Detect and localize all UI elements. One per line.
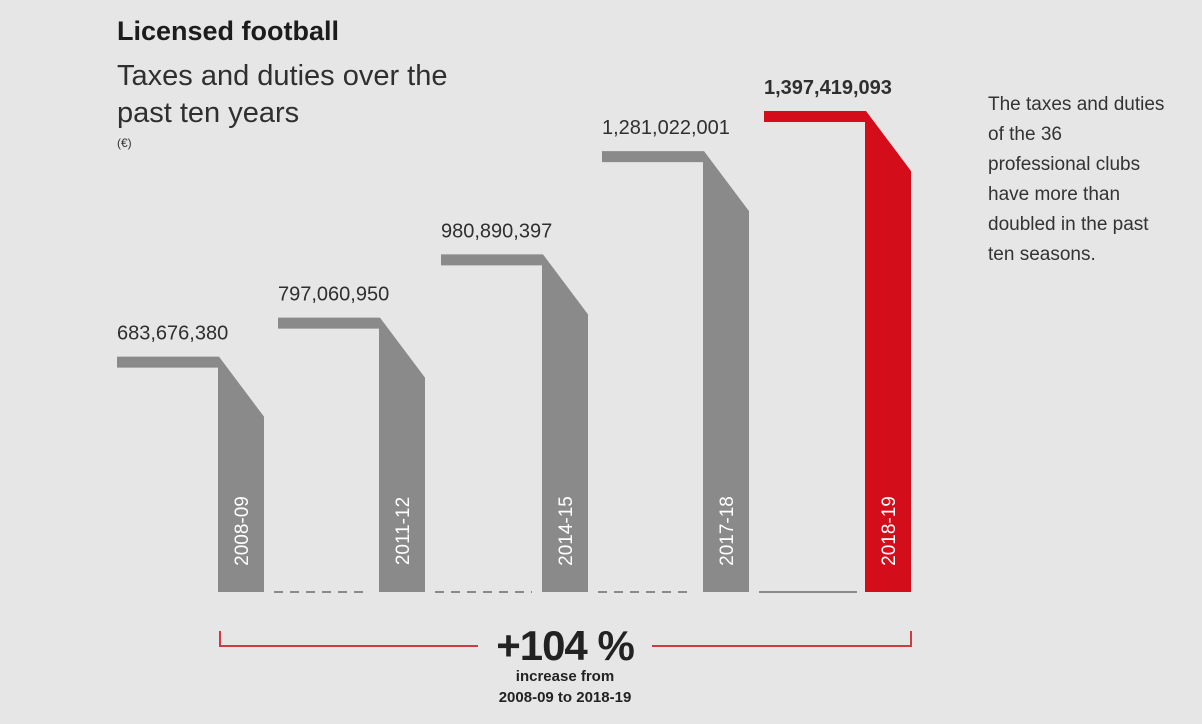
bar-2017-18 — [602, 151, 749, 592]
bar-2008-09 — [117, 356, 264, 592]
value-label-2011-12: 797,060,950 — [278, 284, 389, 306]
increase-caption: increase from 2008-09 to 2018-19 — [440, 666, 690, 708]
value-label-2018-19: 1,397,419,093 — [764, 77, 892, 99]
chart-title: Licensed football — [117, 16, 340, 46]
increase-caption-line2: 2008-09 to 2018-19 — [498, 689, 632, 706]
value-label-2008-09: 683,676,380 — [117, 323, 228, 345]
bar-2014-15 — [441, 254, 588, 593]
value-label-2014-15: 980,890,397 — [441, 220, 552, 242]
bracket-right — [652, 631, 912, 647]
annotation-note: The taxes and duties of the 36 professio… — [988, 94, 1165, 265]
value-label-2017-18: 1,281,022,001 — [602, 117, 730, 139]
category-label-2008-09: 2008-09 — [232, 496, 253, 566]
bracket-left — [219, 631, 478, 647]
unit-label: (€) — [117, 136, 132, 150]
bar-2018-19 — [764, 111, 911, 592]
bar-2011-12 — [278, 317, 425, 592]
category-label-2018-19: 2018-19 — [879, 496, 900, 566]
category-label-2017-18: 2017-18 — [717, 496, 738, 566]
chart-subtitle: Taxes and duties over the past ten years — [117, 60, 448, 129]
increase-caption-line1: increase from — [515, 668, 615, 685]
category-label-2011-12: 2011-12 — [393, 497, 414, 565]
category-label-2014-15: 2014-15 — [556, 496, 577, 566]
increase-percent: +104 % — [496, 622, 635, 669]
